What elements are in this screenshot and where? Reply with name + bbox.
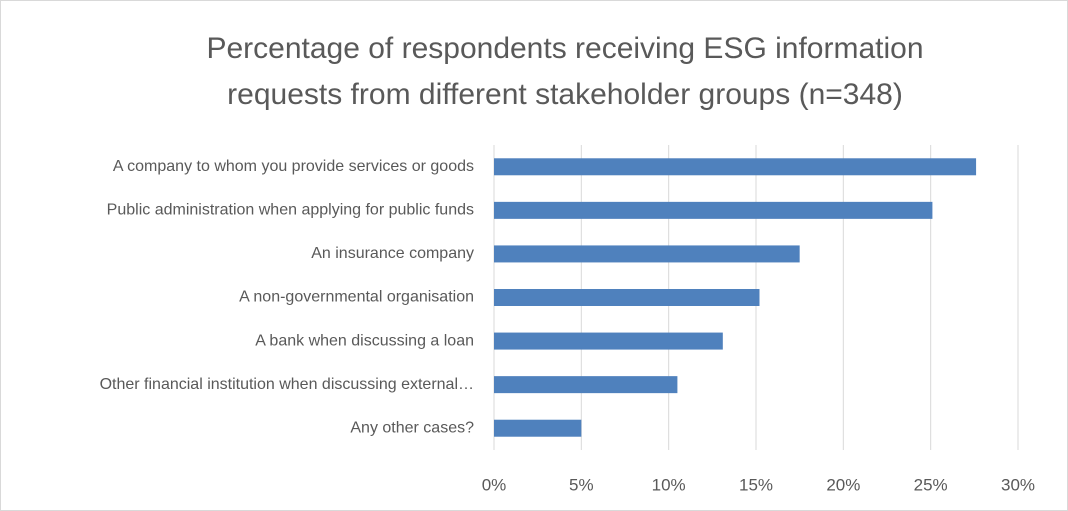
bar bbox=[494, 158, 977, 176]
y-tick-label: Other financial institution when discuss… bbox=[100, 376, 474, 393]
bar bbox=[494, 332, 723, 350]
chart-title: requests from different stakeholder grou… bbox=[227, 78, 903, 111]
bar bbox=[494, 289, 760, 306]
y-tick-label: An insurance company bbox=[311, 245, 474, 262]
y-tick-label: A company to whom you provide services o… bbox=[113, 158, 474, 175]
y-tick-label: A bank when discussing a loan bbox=[255, 332, 474, 349]
chart-title: Percentage of respondents receiving ESG … bbox=[206, 32, 923, 65]
x-tick-label: 10% bbox=[652, 475, 686, 494]
x-tick-label: 30% bbox=[1001, 475, 1035, 494]
bar bbox=[494, 376, 678, 394]
y-tick-label: Public administration when applying for … bbox=[107, 202, 474, 219]
y-tick-label: Any other cases? bbox=[350, 419, 474, 436]
x-tick-label: 20% bbox=[826, 475, 860, 494]
bar bbox=[494, 419, 582, 437]
x-tick-label: 25% bbox=[914, 475, 948, 494]
y-tick-label: A non-governmental organisation bbox=[239, 289, 474, 306]
x-tick-label: 15% bbox=[739, 475, 773, 494]
bar bbox=[494, 245, 800, 263]
x-tick-label: 5% bbox=[569, 475, 594, 494]
bar bbox=[494, 201, 933, 219]
x-tick-label: 0% bbox=[482, 475, 507, 494]
